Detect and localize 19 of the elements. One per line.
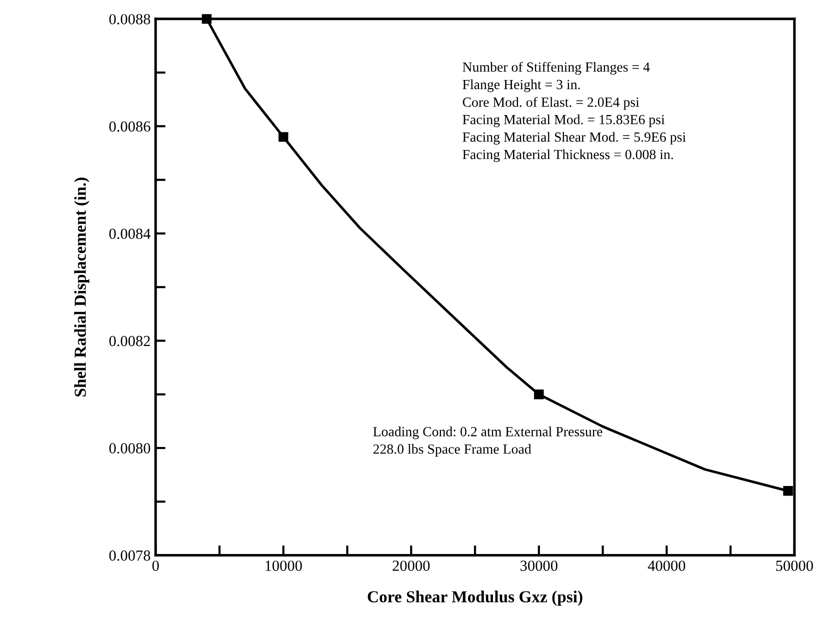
x-tick-label: 50000 (776, 560, 813, 571)
y-tick-label: 0.0078 (109, 550, 150, 561)
point (534, 390, 544, 400)
x-tick-label: 30000 (520, 560, 558, 571)
x-axis-title: Core Shear Modulus Gxz (psi) (368, 590, 582, 606)
x-tick-label: 20000 (392, 560, 430, 571)
point (278, 132, 288, 142)
x-tick-label: 0 (152, 560, 159, 571)
y-tick-label: 0.0080 (109, 443, 150, 454)
point (783, 486, 793, 496)
annotation: Loading Cond: 0.2 atm External Pressure 228.0 lbs Space Frame Load (373, 426, 602, 457)
x-tick-label: 40000 (648, 560, 686, 571)
y-tick-label: 0.0086 (109, 121, 150, 132)
y-tick-label: 0.0088 (109, 14, 150, 24)
y-tick-label: 0.0082 (109, 336, 150, 346)
y-tick-label: 0.0084 (109, 228, 151, 239)
y-axis-title: Shell Radial Displacement (in.) (74, 178, 90, 396)
annotation: Number of Stiffening Flanges = 4 Flange Height = 3 in. Core Mod. of Elast. = 2.0E4 psi Facing Material Mod. = 15.83E6 psi Facing Material Shear Mod. = 5.9E6 psi Facing Material Thickness = 0.008 in. (462, 62, 686, 162)
x-tick-label: 10000 (266, 560, 302, 571)
